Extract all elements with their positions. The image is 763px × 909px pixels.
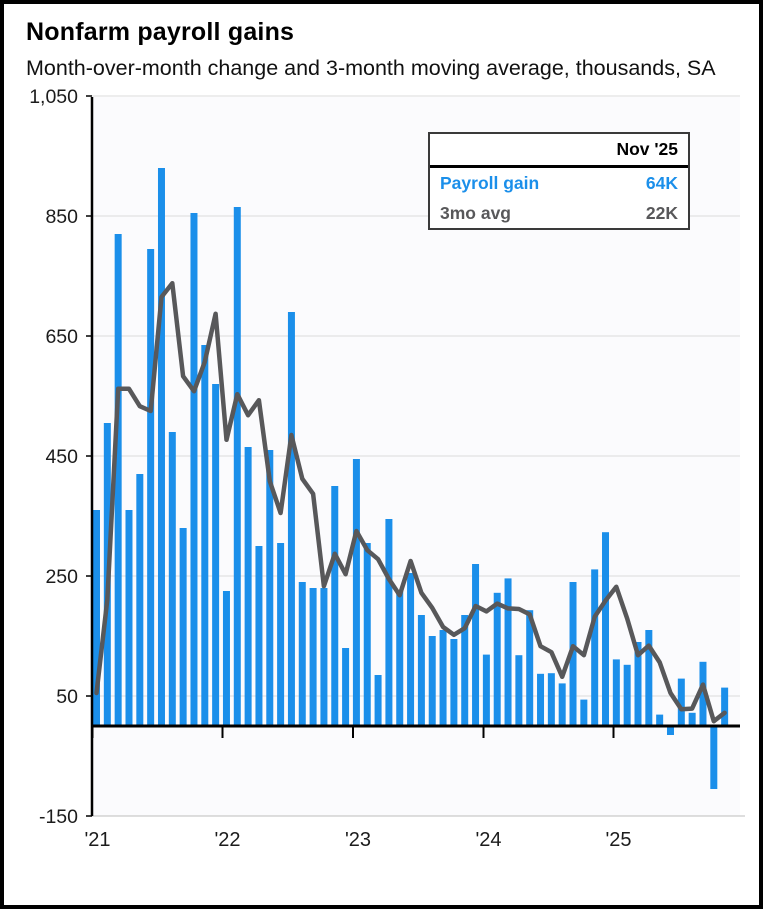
legend-avg-label: 3mo avg [440, 202, 511, 223]
bar[interactable] [331, 486, 339, 726]
bar[interactable] [482, 654, 490, 726]
bar[interactable] [656, 714, 664, 726]
bar[interactable] [623, 664, 631, 726]
bar[interactable] [439, 630, 447, 726]
bar[interactable] [266, 450, 274, 726]
bar[interactable] [537, 673, 545, 726]
legend-period-label: Nov '25 [430, 134, 688, 168]
y-tick-label: 650 [45, 326, 78, 348]
bar[interactable] [407, 573, 415, 726]
bar[interactable] [493, 592, 501, 726]
chart-title: Nonfarm payroll gains [26, 18, 295, 46]
bar[interactable] [612, 659, 620, 726]
bar[interactable] [222, 591, 230, 726]
bar[interactable] [136, 474, 144, 726]
y-tick-label: 450 [45, 446, 78, 468]
bar[interactable] [645, 630, 653, 726]
bar[interactable] [450, 639, 458, 726]
bar[interactable] [212, 384, 220, 726]
bar[interactable] [255, 546, 263, 726]
bar[interactable] [591, 569, 599, 726]
bar[interactable] [547, 673, 555, 726]
bar[interactable] [396, 591, 404, 726]
bar[interactable] [461, 615, 469, 726]
payroll-chart-plot[interactable]: 1,050 850 650 450 250 50 -150 '21 '22 '23 '24 '25 [4, 4, 759, 905]
x-tick-label: '22 [214, 829, 240, 851]
bar[interactable] [179, 528, 187, 726]
bar[interactable] [363, 543, 371, 726]
moving-average-line [94, 280, 727, 724]
bar[interactable] [93, 510, 100, 726]
x-tick-label: '23 [345, 829, 371, 851]
bar[interactable] [244, 447, 252, 726]
legend-row-3mo-avg: 3mo avg 22K [430, 198, 688, 228]
bar[interactable] [569, 582, 577, 726]
chart-subtitle: Month-over-month change and 3-month movi… [26, 56, 716, 80]
bar[interactable] [233, 207, 241, 726]
bar[interactable] [385, 519, 393, 726]
bar[interactable] [277, 543, 285, 726]
bar[interactable] [352, 459, 360, 726]
bar[interactable] [688, 712, 696, 726]
bar[interactable] [287, 312, 295, 726]
bar[interactable] [710, 726, 718, 789]
bar[interactable] [201, 345, 209, 726]
bar[interactable] [666, 726, 674, 735]
bar[interactable] [602, 532, 610, 726]
bar[interactable] [504, 578, 512, 726]
x-tick-label: '25 [605, 829, 631, 851]
x-tick-label: '21 [84, 829, 110, 851]
legend-avg-value: 22K [645, 202, 678, 223]
y-tick-label: -150 [39, 806, 78, 828]
bar[interactable] [472, 564, 480, 726]
bar[interactable] [309, 588, 317, 726]
bar[interactable] [125, 510, 133, 726]
bar[interactable] [114, 234, 122, 726]
bar[interactable] [699, 661, 707, 726]
legend-row-payroll-gain: Payroll gain 64K [430, 168, 688, 198]
bar[interactable] [168, 432, 176, 726]
bar[interactable] [515, 655, 523, 726]
bar[interactable] [374, 675, 382, 726]
bar[interactable] [417, 615, 425, 726]
bar[interactable] [677, 678, 685, 726]
y-tick-label: 250 [45, 566, 78, 588]
y-tick-label: 850 [45, 206, 78, 228]
bar[interactable] [634, 642, 642, 726]
bar[interactable] [157, 168, 165, 726]
bar[interactable] [320, 588, 328, 726]
bar[interactable] [342, 648, 350, 726]
bar[interactable] [428, 636, 436, 726]
bar[interactable] [580, 699, 588, 726]
legend-tooltip-box: Nov '25 Payroll gain 64K 3mo avg 22K [428, 132, 690, 230]
bar[interactable] [298, 582, 306, 726]
legend-payroll-value: 64K [645, 172, 678, 193]
y-tick-label: 1,050 [29, 86, 78, 108]
legend-payroll-label: Payroll gain [440, 172, 540, 193]
bar[interactable] [558, 683, 566, 726]
bar[interactable] [526, 610, 534, 726]
x-tick-label: '24 [475, 829, 501, 851]
bar[interactable] [190, 213, 198, 726]
bar[interactable] [147, 249, 155, 726]
bar[interactable] [721, 687, 729, 726]
y-tick-label: 50 [56, 686, 78, 708]
